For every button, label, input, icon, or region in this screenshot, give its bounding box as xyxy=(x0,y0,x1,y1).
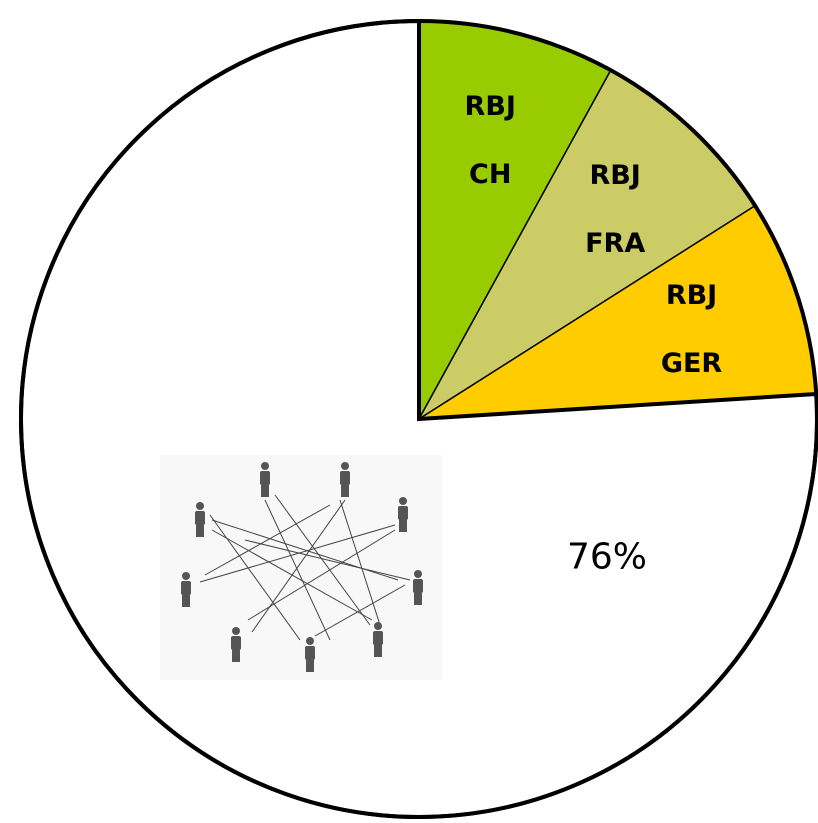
person-head xyxy=(196,502,204,510)
person-legs xyxy=(261,485,269,497)
person-icon xyxy=(305,637,315,672)
person-legs xyxy=(232,650,240,662)
person-icon xyxy=(181,572,191,607)
person-body xyxy=(305,646,315,660)
person-icon xyxy=(340,462,350,497)
person-icon xyxy=(373,622,383,657)
person-legs xyxy=(341,485,349,497)
value-label: 76% xyxy=(566,536,648,578)
person-icon xyxy=(231,627,241,662)
network-illustration xyxy=(160,455,442,680)
person-body xyxy=(260,471,270,485)
person-head xyxy=(261,462,269,470)
person-legs xyxy=(414,593,422,605)
person-body xyxy=(231,636,241,650)
person-icon xyxy=(195,502,205,537)
person-head xyxy=(414,570,422,578)
person-legs xyxy=(196,525,204,537)
person-legs xyxy=(182,595,190,607)
person-head xyxy=(399,497,407,505)
person-body xyxy=(181,581,191,595)
person-head xyxy=(182,572,190,580)
person-body xyxy=(373,631,383,645)
pie-outline xyxy=(19,19,818,819)
person-body xyxy=(398,506,408,520)
slice-label: RBJ FRA xyxy=(585,160,646,260)
person-icon xyxy=(260,462,270,497)
person-head xyxy=(306,637,314,645)
slice-label: RBJ GER xyxy=(660,280,723,380)
person-legs xyxy=(374,645,382,657)
person-icon xyxy=(413,570,423,605)
person-head xyxy=(374,622,382,630)
person-legs xyxy=(399,520,407,532)
person-body xyxy=(413,579,423,593)
person-icon xyxy=(398,497,408,532)
slice-label: RBJ CH xyxy=(464,91,516,191)
person-body xyxy=(340,471,350,485)
person-head xyxy=(232,627,240,635)
person-head xyxy=(341,462,349,470)
person-body xyxy=(195,511,205,525)
person-legs xyxy=(306,660,314,672)
